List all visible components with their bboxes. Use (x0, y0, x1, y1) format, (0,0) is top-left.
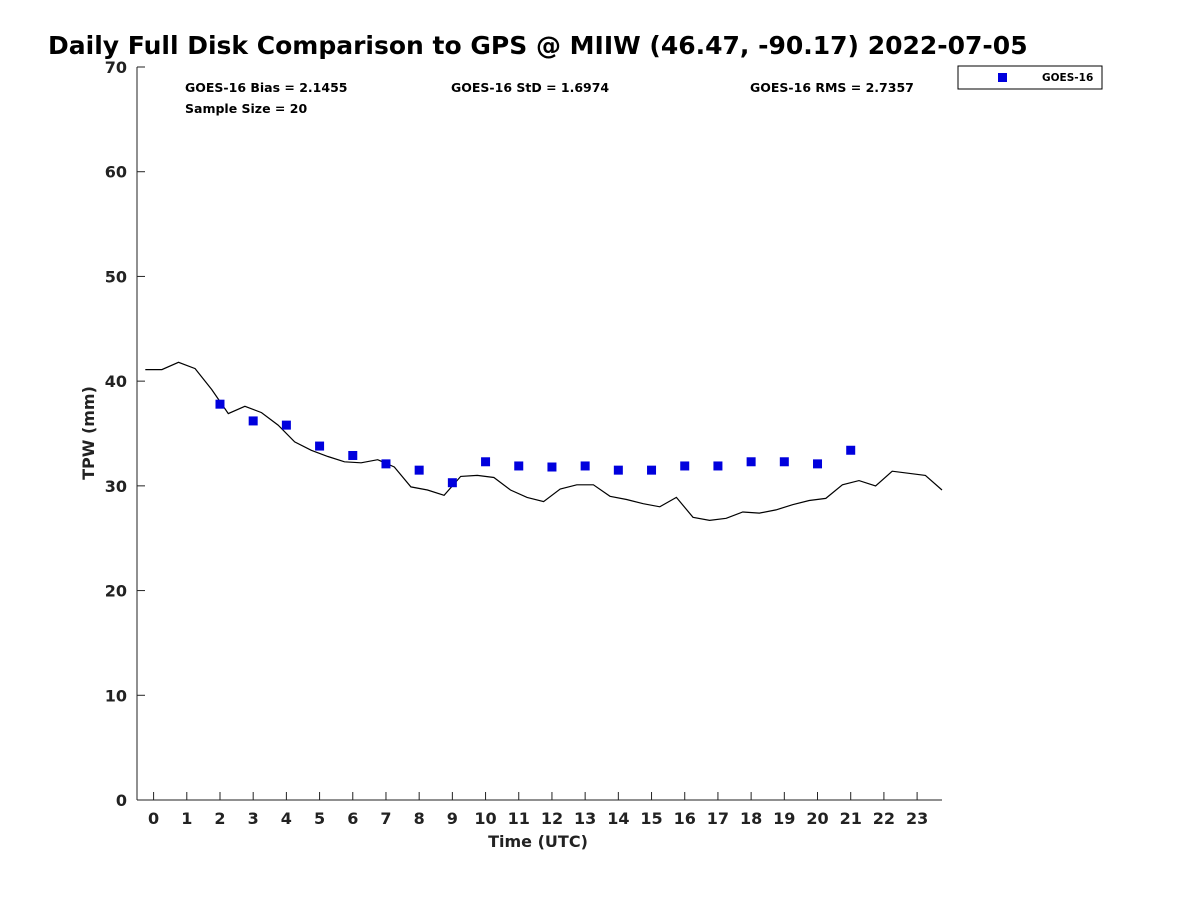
x-ticks: 0 1 2 3 4 5 6 7 8 9 10 11 12 13 14 15 16 17 18 19 20 21 22 23 (148, 792, 928, 828)
chart-title: Daily Full Disk Comparison to GPS @ MIIW… (48, 31, 1028, 60)
stat-rms: GOES-16 RMS = 2.7357 (750, 80, 914, 95)
goes16-point (680, 461, 690, 471)
plot-frame (137, 67, 942, 800)
x-tick-label: 15 (640, 809, 662, 828)
y-tick-label: 30 (105, 477, 127, 496)
legend-box (957, 65, 1103, 90)
legend-label-goes16: GOES-16 (1042, 72, 1093, 84)
goes16-point (348, 450, 358, 460)
x-tick-label: 7 (380, 809, 391, 828)
y-tick-label: 0 (116, 791, 127, 810)
x-tick-label: 13 (574, 809, 596, 828)
y-tick-label: 50 (105, 267, 127, 286)
x-tick-label: 6 (347, 809, 358, 828)
stat-std: GOES-16 StD = 1.6974 (451, 80, 609, 95)
x-tick-label: 16 (674, 809, 696, 828)
x-tick-label: 11 (508, 809, 530, 828)
x-tick-label: 17 (707, 809, 729, 828)
y-tick-label: 60 (105, 163, 127, 182)
x-tick-label: 14 (607, 809, 629, 828)
x-tick-label: 10 (474, 809, 496, 828)
x-tick-label: 3 (248, 809, 259, 828)
y-tick-label: 10 (105, 686, 127, 705)
x-tick-label: 2 (214, 809, 225, 828)
x-tick-label: 22 (873, 809, 895, 828)
y-axis-label: TPW (mm) (79, 386, 98, 480)
x-tick-label: 20 (806, 809, 828, 828)
goes16-point (746, 457, 756, 467)
x-axis-label: Time (UTC) (488, 832, 588, 851)
goes16-point (481, 457, 491, 467)
x-tick-label: 4 (281, 809, 292, 828)
legend-marker-goes16 (998, 73, 1007, 82)
goes16-point (580, 461, 590, 471)
goes16-point (613, 465, 623, 475)
x-tick-label: 9 (447, 809, 458, 828)
goes16-point (813, 459, 823, 469)
goes16-point (447, 478, 457, 488)
goes16-point (281, 420, 291, 430)
gps-line-series (145, 361, 943, 522)
y-tick-label: 70 (105, 58, 127, 77)
x-tick-label: 0 (148, 809, 159, 828)
stat-sample-size: Sample Size = 20 (185, 101, 307, 116)
gps-line (145, 361, 943, 522)
x-tick-label: 1 (181, 809, 192, 828)
x-tick-label: 21 (840, 809, 862, 828)
goes16-point (248, 416, 258, 426)
x-tick-label: 23 (906, 809, 928, 828)
goes16-point (315, 441, 325, 451)
goes16-point (381, 459, 391, 469)
x-tick-label: 8 (414, 809, 425, 828)
goes16-point-series (215, 399, 856, 488)
y-tick-label: 40 (105, 372, 127, 391)
goes16-point (647, 465, 657, 475)
goes16-point (779, 457, 789, 467)
stat-bias: GOES-16 Bias = 2.1455 (185, 80, 347, 95)
legend: GOES-16 (957, 65, 1103, 90)
goes16-point (514, 461, 524, 471)
goes16-point (547, 462, 557, 472)
goes16-point (215, 399, 225, 409)
x-tick-label: 19 (773, 809, 795, 828)
x-tick-label: 18 (740, 809, 762, 828)
y-tick-label: 20 (105, 582, 127, 601)
goes16-point (713, 461, 723, 471)
goes16-point (414, 465, 424, 475)
x-tick-label: 12 (541, 809, 563, 828)
x-tick-label: 5 (314, 809, 325, 828)
y-ticks: 0 10 20 30 40 50 60 70 (105, 58, 145, 810)
goes16-point (846, 445, 856, 455)
